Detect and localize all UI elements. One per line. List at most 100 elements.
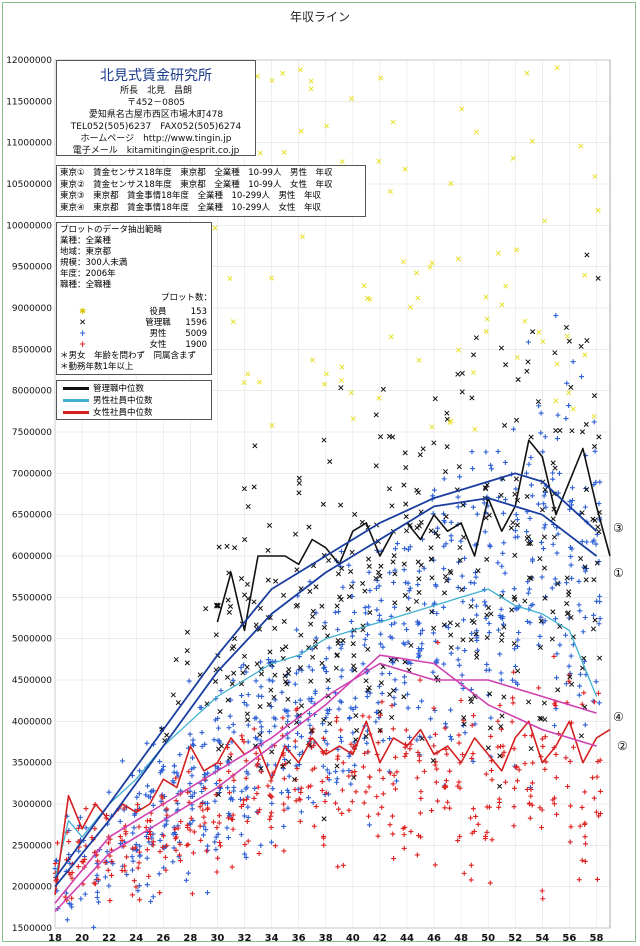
scatter-point bbox=[448, 644, 454, 651]
scatter-point bbox=[524, 368, 530, 374]
scatter-point bbox=[511, 669, 517, 675]
scatter-point bbox=[227, 713, 233, 719]
scatter-point bbox=[553, 751, 559, 757]
scatter-point bbox=[489, 466, 495, 472]
y-tick-label: 3000000 bbox=[12, 800, 52, 810]
scatter-point bbox=[350, 579, 356, 585]
scatter-point bbox=[514, 764, 520, 770]
scatter-point bbox=[597, 479, 603, 485]
scatter-point bbox=[257, 719, 263, 725]
series-line-6 bbox=[54, 662, 597, 904]
scatter-point bbox=[297, 67, 303, 73]
legend-swatch-female bbox=[63, 411, 89, 414]
scatter-point bbox=[459, 672, 465, 678]
scatter-point bbox=[457, 544, 463, 551]
scatter-point bbox=[482, 599, 488, 605]
scatter-point bbox=[582, 858, 588, 864]
scatter-point bbox=[401, 694, 407, 700]
scatter-point bbox=[68, 901, 74, 907]
scatter-point bbox=[404, 528, 410, 534]
scatter-point bbox=[582, 272, 588, 278]
scatter-point bbox=[419, 641, 425, 647]
scatter-point bbox=[313, 639, 319, 645]
scatter-point bbox=[242, 536, 248, 543]
scatter-point bbox=[596, 700, 602, 706]
scatter-point bbox=[388, 334, 394, 340]
scatter-point bbox=[298, 785, 304, 791]
scatter-point bbox=[258, 769, 264, 775]
scatter-point bbox=[346, 768, 352, 774]
source-3: 東京③ 東京都 賃金事情18年度 全業種 10-299人 男性 年収 bbox=[60, 191, 322, 201]
scatter-point bbox=[579, 804, 585, 810]
legend-item-manager: 管理職中位数 bbox=[63, 383, 144, 395]
scatter-point bbox=[245, 692, 251, 698]
scatter-point bbox=[442, 805, 448, 811]
callout-3: ③ bbox=[613, 521, 624, 535]
scatter-point bbox=[238, 832, 244, 838]
scatter-point bbox=[229, 681, 235, 687]
scatter-point bbox=[189, 773, 195, 779]
scatter-point bbox=[216, 544, 222, 550]
scatter-point bbox=[407, 746, 413, 752]
scatter-point bbox=[373, 709, 379, 715]
scatter-point bbox=[407, 734, 413, 740]
scatter-point bbox=[455, 256, 461, 262]
scatter-point bbox=[460, 751, 466, 757]
y-tick-label: 11000000 bbox=[6, 139, 52, 149]
scatter-point bbox=[175, 700, 181, 706]
scatter-point bbox=[535, 501, 541, 507]
scatter-point bbox=[421, 565, 427, 571]
scatter-point bbox=[538, 618, 544, 624]
scatter-point bbox=[366, 813, 372, 819]
scatter-point bbox=[281, 592, 287, 598]
scatter-point bbox=[307, 722, 313, 728]
scatter-point bbox=[579, 429, 586, 435]
scatter-point bbox=[566, 390, 572, 396]
x-tick-label: 38 bbox=[319, 933, 333, 944]
scatter-point bbox=[488, 715, 494, 721]
scatter-point bbox=[510, 695, 516, 701]
scatter-point bbox=[172, 836, 178, 842]
scatter-point bbox=[394, 778, 400, 784]
scatter-point bbox=[106, 789, 112, 795]
scatter-point bbox=[576, 578, 582, 584]
scatter-point bbox=[144, 847, 150, 853]
scatter-point bbox=[538, 614, 544, 620]
scatter-point bbox=[578, 143, 584, 149]
scatter-point bbox=[462, 555, 468, 561]
scatter-point bbox=[483, 328, 489, 334]
scatter-point bbox=[283, 644, 289, 650]
scatter-point bbox=[279, 689, 285, 695]
scatter-point bbox=[309, 696, 315, 702]
scatter-point bbox=[201, 814, 207, 820]
scatter-point bbox=[525, 339, 531, 345]
scatter-point bbox=[514, 522, 520, 528]
scatter-point bbox=[459, 389, 465, 395]
scatter-point bbox=[502, 570, 508, 576]
scatter-point bbox=[570, 406, 576, 412]
scatter-point bbox=[256, 379, 263, 385]
scatter-point bbox=[418, 795, 424, 801]
scatter-point bbox=[473, 631, 479, 637]
scatter-point bbox=[529, 556, 535, 562]
count-label-female: 女性 bbox=[149, 340, 167, 350]
scatter-point bbox=[401, 561, 407, 567]
scatter-point bbox=[405, 547, 411, 553]
legend-label-manager: 管理職中位数 bbox=[93, 384, 145, 394]
scatter-point bbox=[184, 660, 190, 666]
scatter-point bbox=[177, 858, 183, 864]
scatter-point bbox=[226, 768, 232, 774]
scatter-point bbox=[414, 775, 420, 781]
scatter-point bbox=[226, 810, 232, 816]
scatter-point bbox=[455, 783, 461, 789]
scatter-point bbox=[334, 652, 340, 658]
scatter-point bbox=[298, 734, 304, 740]
scatter-point bbox=[293, 699, 299, 705]
scatter-point bbox=[377, 434, 384, 440]
scatter-point bbox=[297, 751, 303, 757]
scatter-point bbox=[237, 796, 243, 802]
scatter-point bbox=[435, 533, 441, 539]
scatter-point bbox=[96, 899, 102, 905]
scatter-point bbox=[225, 785, 231, 791]
scatter-point bbox=[442, 519, 448, 525]
